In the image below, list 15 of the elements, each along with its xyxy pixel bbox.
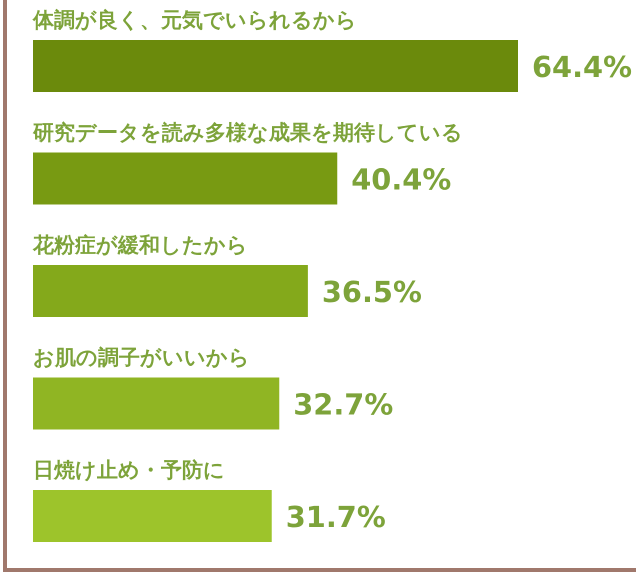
bar bbox=[33, 378, 280, 430]
bar bbox=[33, 152, 338, 204]
data-label: 32.7% bbox=[293, 388, 394, 422]
bar bbox=[33, 490, 272, 542]
y-tick-label: 研究データを読み多様な成果を期待している bbox=[32, 120, 463, 144]
y-tick-label: お肌の調子がいいから bbox=[33, 346, 250, 370]
data-label: 40.4% bbox=[351, 162, 452, 196]
bar bbox=[33, 265, 308, 317]
y-tick-label: 花粉症が緩和したから bbox=[32, 233, 248, 257]
data-label: 36.5% bbox=[322, 275, 422, 309]
y-tick-label: 体調が良く、元気でいられるから bbox=[32, 8, 357, 32]
data-label: 31.7% bbox=[286, 500, 386, 534]
data-label: 64.4% bbox=[532, 50, 633, 84]
y-tick-label: 日焼け止め・予防に bbox=[33, 458, 225, 482]
bar bbox=[33, 40, 518, 92]
